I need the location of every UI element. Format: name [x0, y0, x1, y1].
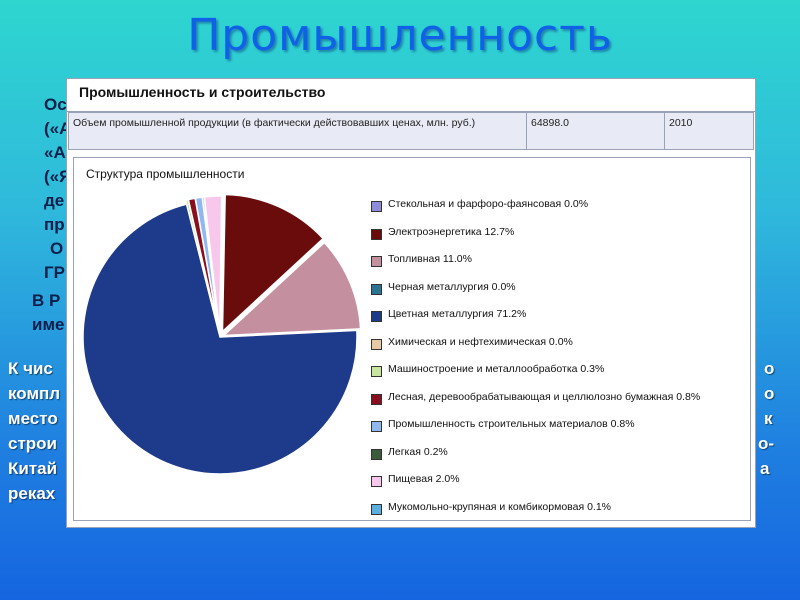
legend-swatch: [371, 311, 382, 322]
legend-label: Лесная, деревообрабатывающая и целлюлозн…: [388, 390, 701, 403]
legend-item: Цветная металлургия 71.2%: [371, 308, 741, 336]
bg-text-line: компл: [8, 384, 61, 403]
bg-text-line: Китай: [8, 459, 58, 478]
legend-swatch: [371, 228, 382, 240]
bg-text-line: Ос: [44, 95, 67, 114]
pie-slice-11: [219, 195, 224, 334]
bg-text-line: («А: [44, 119, 72, 138]
bg-text-line: о: [764, 384, 775, 403]
legend-item: Топливная 11.0%: [371, 253, 741, 281]
legend-item: Мукомольно-крупяная и комбикормовая 0.1%: [371, 501, 741, 529]
legend-label: Химическая и нефтехимическая 0.0%: [388, 335, 573, 348]
legend-item: Электроэнергетика 12.7%: [371, 226, 741, 254]
bg-text-line: о: [764, 359, 775, 378]
panel-header: Промышленность и строительство: [67, 79, 755, 112]
legend-swatch: [371, 256, 382, 267]
chart-title: Структура промышленности: [86, 167, 245, 181]
chart-box: Структура промышленности Стекольная и фа…: [73, 157, 751, 521]
bg-text-line: пр: [44, 215, 65, 234]
bg-text-line: к: [764, 409, 773, 428]
bg-text-line: место: [8, 409, 58, 428]
legend-label: Черная металлургия 0.0%: [388, 280, 516, 293]
legend-item: Лесная, деревообрабатывающая и целлюлозн…: [371, 391, 741, 419]
legend-label: Топливная 11.0%: [388, 253, 472, 265]
chart-legend: Стекольная и фарфоро-фаянсовая 0.0% Элект…: [371, 198, 741, 528]
legend-label: Стекольная и фарфоро-фаянсовая 0.0%: [388, 198, 589, 210]
legend-item: Легкая 0.2%: [371, 446, 741, 474]
pie-chart: [82, 193, 362, 475]
legend-label: Цветная металлургия 71.2%: [388, 308, 527, 320]
legend-item: Машиностроение и металлообработка 0.3%: [371, 363, 741, 391]
legend-label: Легкая 0.2%: [388, 445, 448, 458]
bg-text-line: строи: [8, 434, 57, 453]
info-label: Объем промышленной продукции (в фактичес…: [69, 113, 527, 149]
legend-label: Пищевая 2.0%: [388, 473, 460, 485]
bg-text-line: реках: [8, 484, 56, 503]
legend-swatch: [371, 283, 382, 295]
pie-slice-1: [221, 193, 325, 334]
industry-panel: Промышленность и строительство Объем про…: [66, 78, 756, 528]
legend-swatch: [371, 476, 382, 487]
legend-swatch: [371, 338, 382, 350]
panel-title: Промышленность и строительство: [79, 84, 326, 100]
bg-text-line: «А: [44, 143, 66, 162]
legend-swatch: [371, 366, 382, 377]
bg-text-line: ГР: [44, 263, 65, 282]
slide-title: Промышленность: [187, 10, 613, 61]
legend-swatch: [371, 201, 382, 212]
legend-item: Черная металлургия 0.0%: [371, 281, 741, 309]
legend-item: Химическая и нефтехимическая 0.0%: [371, 336, 741, 364]
bg-text-line: («Я: [44, 167, 72, 186]
info-value: 64898.0: [527, 113, 665, 149]
bg-text-line: В Р: [32, 291, 61, 310]
pie-slice-4: [82, 203, 358, 475]
pie-slice-2: [221, 241, 362, 337]
bg-text-line: име: [32, 315, 65, 334]
legend-swatch: [371, 503, 382, 515]
legend-item: Пищевая 2.0%: [371, 473, 741, 501]
legend-label: Электроэнергетика 12.7%: [388, 225, 515, 238]
bg-text-line: о-: [758, 434, 775, 453]
bg-text-line: О: [50, 239, 64, 258]
info-year: 2010: [669, 117, 693, 129]
legend-swatch: [371, 421, 382, 432]
legend-item: Стекольная и фарфоро-фаянсовая 0.0%: [371, 198, 741, 226]
legend-item: Промышленность строительных материалов 0…: [371, 418, 741, 446]
legend-swatch: [371, 393, 382, 405]
bg-text-line: де: [44, 191, 65, 210]
info-row: Объем промышленной продукции (в фактичес…: [68, 112, 754, 150]
legend-swatch: [371, 448, 382, 460]
legend-label: Промышленность строительных материалов 0…: [388, 418, 635, 430]
bg-text-line: К чис: [8, 359, 53, 378]
bg-text-line: а: [760, 459, 770, 478]
legend-label: Машиностроение и металлообработка 0.3%: [388, 363, 605, 375]
legend-label: Мукомольно-крупяная и комбикормовая 0.1%: [388, 500, 612, 513]
